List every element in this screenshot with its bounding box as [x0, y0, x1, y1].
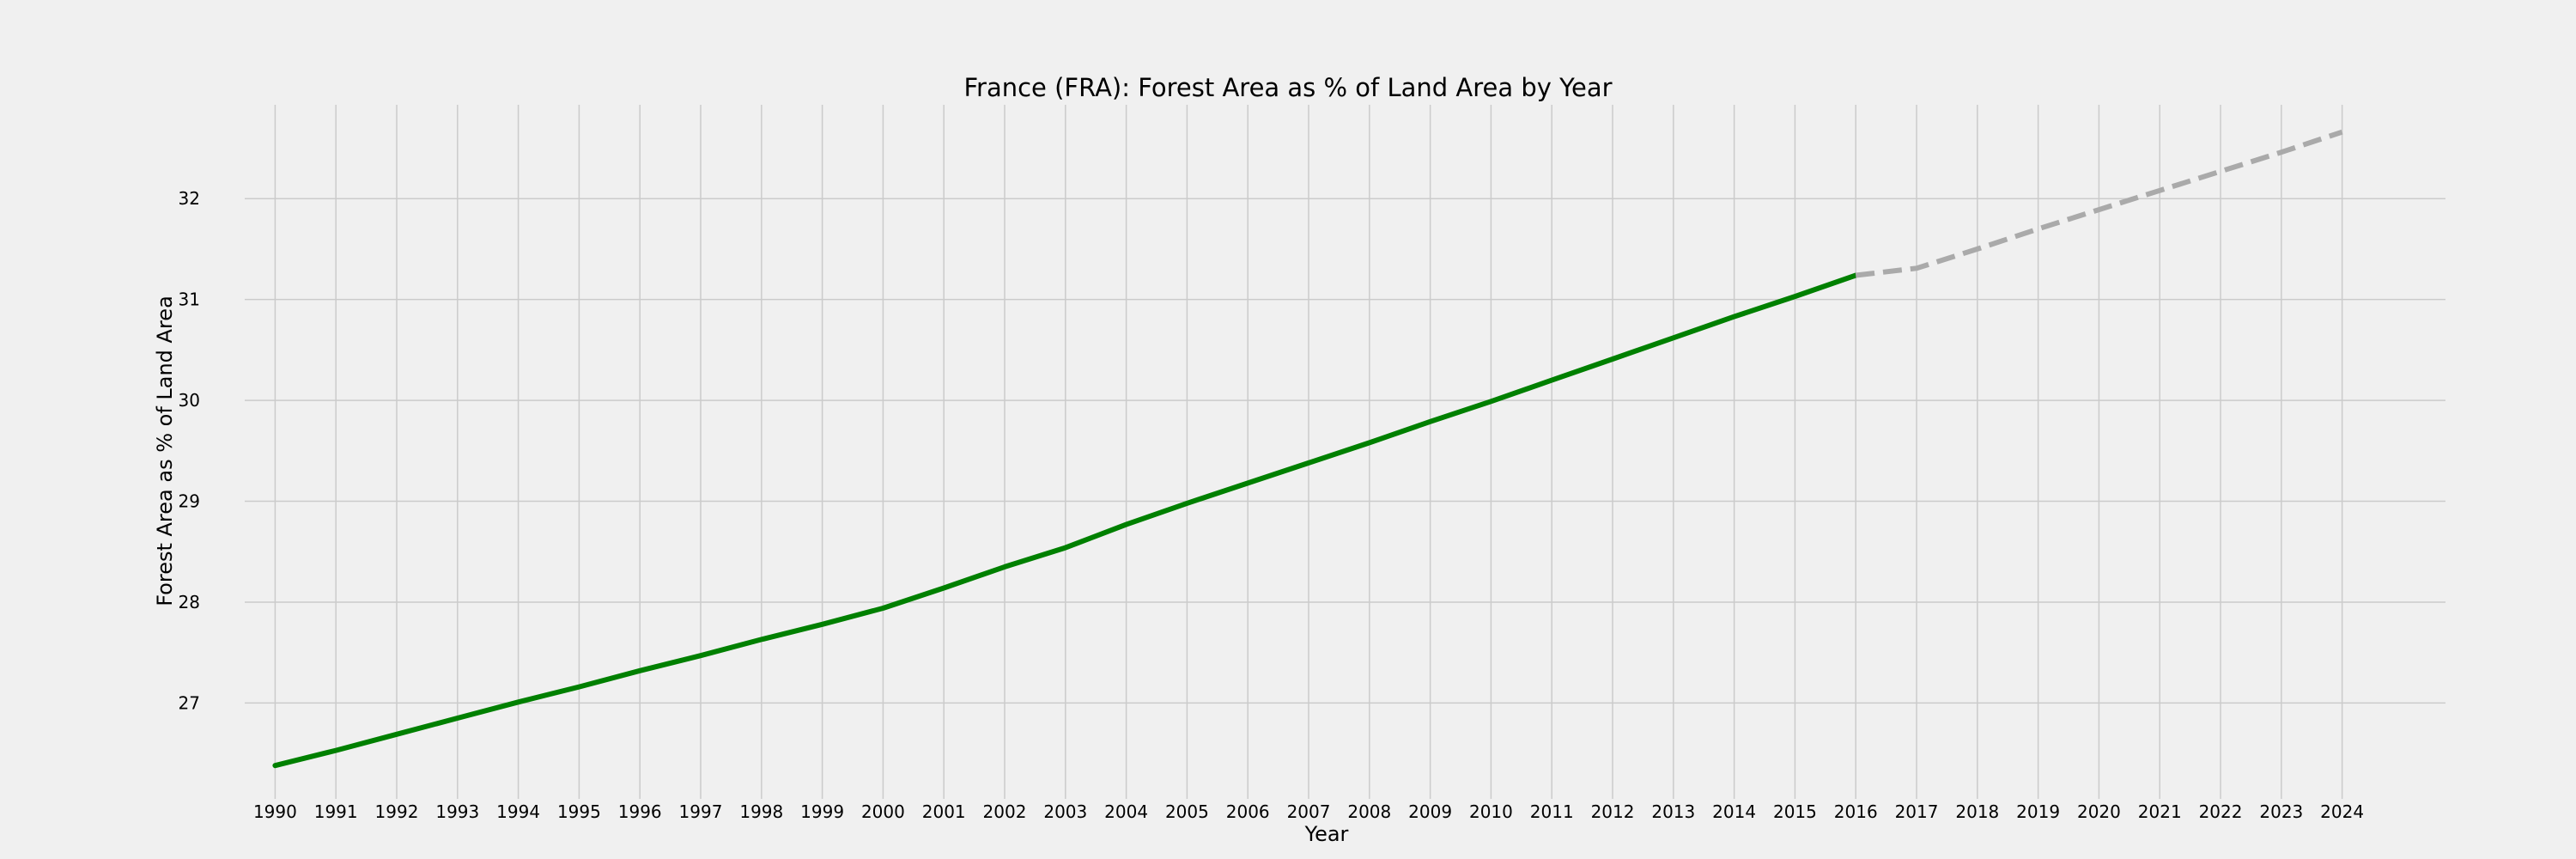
observed-line	[272, 272, 1859, 769]
x-tick-label: 1998	[739, 801, 783, 822]
x-tick-label: 2024	[2320, 801, 2364, 822]
x-tick-label: 2005	[1165, 801, 1209, 822]
x-tick-label: 2017	[1895, 801, 1939, 822]
x-tick-label: 2002	[983, 801, 1027, 822]
x-tick-label: 2016	[1834, 801, 1878, 822]
x-axis-ticks: 1990 1991 1992 1993 1994 1995 1996 1997 1998 1999…	[253, 801, 2364, 822]
series-layer	[272, 129, 2343, 769]
x-tick-label: 2004	[1104, 801, 1148, 822]
y-tick-label: 31	[179, 289, 200, 310]
y-tick-label: 28	[179, 592, 200, 612]
x-tick-label: 1996	[618, 801, 662, 822]
y-axis-title: Forest Area as % of Land Area	[153, 295, 177, 606]
x-axis-title: Year	[1304, 822, 1349, 846]
x-tick-label: 2012	[1591, 801, 1635, 822]
projection-line	[1855, 129, 2343, 278]
x-tick-label: 2013	[1651, 801, 1695, 822]
x-tick-label: 2019	[2016, 801, 2060, 822]
x-tick-label: 2008	[1347, 801, 1391, 822]
x-tick-label: 2001	[922, 801, 966, 822]
x-tick-label: 2018	[1955, 801, 1999, 822]
x-tick-label: 2006	[1226, 801, 1270, 822]
x-tick-label: 1993	[435, 801, 479, 822]
x-tick-label: 1994	[496, 801, 540, 822]
x-tick-label: 2014	[1712, 801, 1756, 822]
x-tick-label: 2009	[1408, 801, 1452, 822]
y-tick-label: 27	[179, 692, 200, 713]
x-tick-label: 2023	[2259, 801, 2303, 822]
x-tick-label: 2003	[1043, 801, 1087, 822]
y-tick-label: 32	[179, 188, 200, 209]
x-tick-label: 2015	[1773, 801, 1817, 822]
chart-title: France (FRA): Forest Area as % of Land A…	[963, 73, 1612, 102]
x-tick-label: 2007	[1287, 801, 1331, 822]
x-tick-label: 2010	[1469, 801, 1513, 822]
grid	[245, 105, 2445, 799]
x-tick-label: 1991	[314, 801, 358, 822]
x-tick-label: 2000	[861, 801, 905, 822]
y-tick-label: 30	[179, 390, 200, 411]
x-tick-label: 1990	[253, 801, 297, 822]
x-tick-label: 2021	[2138, 801, 2182, 822]
x-tick-label: 2020	[2077, 801, 2121, 822]
x-tick-label: 1999	[800, 801, 844, 822]
x-tick-label: 2022	[2199, 801, 2243, 822]
x-tick-label: 1997	[679, 801, 723, 822]
x-tick-label: 2011	[1530, 801, 1574, 822]
x-tick-label: 1992	[375, 801, 419, 822]
x-tick-label: 1995	[557, 801, 601, 822]
y-tick-label: 29	[179, 491, 200, 512]
y-axis-ticks: 27 28 29 30 31 32	[179, 188, 200, 713]
